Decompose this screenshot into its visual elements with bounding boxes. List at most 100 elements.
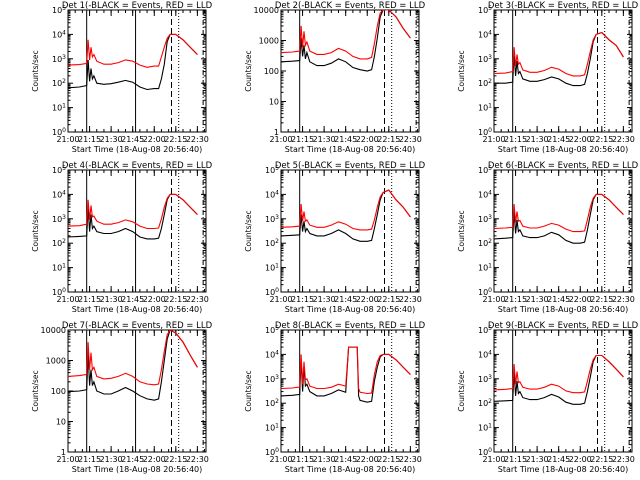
x-tick-label: 22:15	[590, 295, 613, 304]
plot-frame	[280, 169, 420, 293]
lld-series-line	[68, 193, 198, 230]
x-tick-label: 21:30	[526, 295, 549, 304]
x-tick-label: 21:15	[78, 455, 101, 464]
x-tick-label: 22:15	[377, 455, 400, 464]
y-axis-label: Counts/sec	[244, 370, 253, 411]
x-tick-label: 22:00	[569, 295, 592, 304]
y-tick-label: 100	[265, 447, 279, 457]
x-tick-label: 21:15	[291, 455, 314, 464]
x-tick-label: 21:00	[56, 295, 79, 304]
x-tick-label: 22:00	[569, 135, 592, 144]
lld-series-line	[281, 10, 411, 60]
x-tick-label: 21:45	[121, 295, 144, 304]
panel-det-5: 10010110210310410521:0021:1521:3021:4522…	[244, 161, 426, 314]
panel-title: Det 2(-BLACK = Events, RED = LLD	[275, 1, 426, 11]
panel-det-9: 10010110210310410521:0021:1521:3021:4522…	[457, 321, 639, 474]
x-tick-label: 21:30	[526, 455, 549, 464]
x-tick-label: 21:00	[56, 455, 79, 464]
panel-title: Det 1(-BLACK = Events, RED = LLD	[62, 1, 213, 11]
plot-frame	[493, 9, 633, 133]
x-tick-label: 22:30	[612, 455, 635, 464]
y-tick-label: 100	[478, 287, 492, 297]
x-tick-label: 21:30	[313, 135, 336, 144]
x-tick-label: 21:30	[100, 455, 123, 464]
x-tick-label: 21:45	[547, 135, 570, 144]
y-tick-label: 100	[52, 287, 66, 297]
y-tick-label: 101	[478, 103, 492, 113]
x-tick-label: 22:00	[356, 295, 379, 304]
x-tick-label: 21:15	[291, 135, 314, 144]
y-tick-label: 104	[52, 29, 66, 39]
y-tick-label: 10000	[41, 326, 66, 335]
y-axis-label: Counts/sec	[457, 370, 466, 411]
y-tick-label: 105	[265, 325, 279, 335]
y-tick-label: 10	[269, 98, 279, 107]
y-tick-label: 104	[478, 349, 492, 359]
x-tick-label: 21:00	[482, 295, 505, 304]
x-tick-label: 22:15	[590, 455, 613, 464]
x-tick-label: 21:15	[78, 295, 101, 304]
x-axis-label: Start Time (18-Aug-08 20:56:40)	[498, 305, 629, 314]
x-tick-label: 22:00	[143, 295, 166, 304]
x-tick-label: 21:15	[504, 295, 527, 304]
y-tick-label: 101	[265, 423, 279, 433]
y-tick-label: 102	[265, 238, 279, 248]
y-tick-label: 104	[265, 349, 279, 359]
lld-series-line	[68, 330, 198, 386]
x-tick-label: 21:45	[121, 455, 144, 464]
x-axis-label: Start Time (18-Aug-08 20:56:40)	[285, 145, 416, 154]
panel-title: Det 5(-BLACK = Events, RED = LLD	[275, 161, 426, 171]
y-tick-label: 104	[52, 189, 66, 199]
panel-title: Det 7(-BLACK = Events, RED = LLD	[62, 321, 213, 331]
y-tick-label: 103	[265, 374, 279, 384]
x-tick-label: 22:30	[612, 295, 635, 304]
y-axis-label: Counts/sec	[244, 50, 253, 91]
y-tick-label: 104	[478, 29, 492, 39]
y-tick-label: 103	[52, 54, 66, 64]
x-tick-label: 21:15	[504, 135, 527, 144]
x-tick-label: 22:15	[164, 295, 187, 304]
x-tick-label: 21:45	[334, 295, 357, 304]
lld-series-line	[281, 346, 411, 395]
x-tick-label: 21:45	[334, 455, 357, 464]
panel-det-8: 10010110210310410521:0021:1521:3021:4522…	[244, 321, 426, 474]
lld-series-line	[494, 193, 624, 233]
x-tick-label: 22:00	[143, 135, 166, 144]
x-tick-label: 22:15	[590, 135, 613, 144]
plot-frame	[280, 329, 420, 453]
panel-title: Det 6(-BLACK = Events, RED = LLD	[488, 161, 639, 171]
x-tick-label: 22:15	[164, 135, 187, 144]
y-tick-label: 103	[478, 374, 492, 384]
x-tick-label: 22:30	[399, 295, 422, 304]
x-tick-label: 21:00	[269, 295, 292, 304]
x-tick-label: 21:15	[291, 295, 314, 304]
y-tick-label: 10	[56, 418, 66, 427]
y-tick-label: 100	[52, 127, 66, 137]
panel-det-2: 1 10 100 1000 10000 21:0021:1521:3021:4522:00…	[244, 1, 426, 154]
x-tick-label: 22:15	[164, 455, 187, 464]
x-tick-label: 21:30	[313, 295, 336, 304]
panel-det-7: 1 10 100 1000 10000 21:0021:1521:3021:4522:00…	[31, 321, 213, 474]
x-tick-label: 22:00	[356, 455, 379, 464]
x-tick-label: 22:00	[569, 455, 592, 464]
y-tick-label: 102	[478, 78, 492, 88]
x-tick-label: 21:00	[269, 135, 292, 144]
panel-title: Det 3(-BLACK = Events, RED = LLD	[488, 1, 639, 11]
panel-det-3: 10010110210310410521:0021:1521:3021:4522…	[457, 1, 639, 154]
panel-title: Det 4(-BLACK = Events, RED = LLD	[62, 161, 213, 171]
panel-title: Det 8(-BLACK = Events, RED = LLD	[275, 321, 426, 331]
lld-series-line	[281, 189, 411, 231]
y-tick-label: 101	[265, 263, 279, 273]
x-tick-label: 21:15	[504, 455, 527, 464]
panel-title: Det 9(-BLACK = Events, RED = LLD	[488, 321, 639, 331]
y-tick-label: 102	[265, 398, 279, 408]
y-tick-label: 100	[51, 387, 66, 396]
y-tick-label: 102	[478, 238, 492, 248]
y-tick-label: 101	[52, 263, 66, 273]
x-axis-label: Start Time (18-Aug-08 20:56:40)	[72, 145, 203, 154]
plot-frame	[493, 329, 633, 453]
plot-frame	[67, 9, 207, 133]
y-tick-label: 101	[52, 103, 66, 113]
